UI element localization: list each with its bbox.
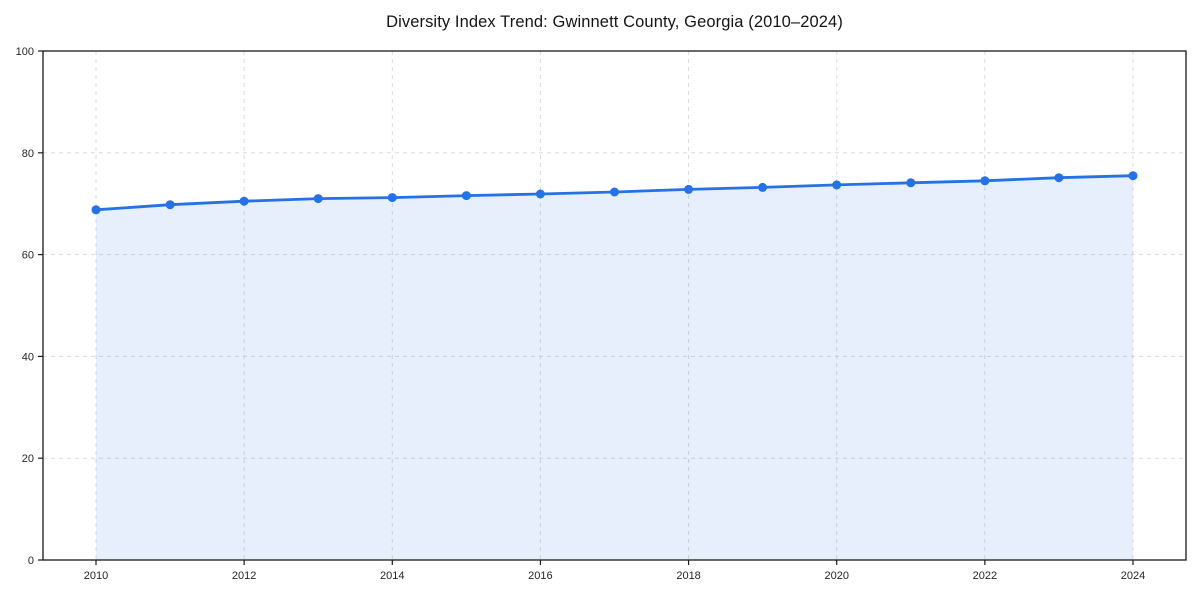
y-tick-label: 20 [22, 453, 34, 465]
data-point-2013 [313, 194, 323, 204]
x-tick-label: 2024 [1121, 570, 1145, 582]
x-tick-label: 2020 [824, 570, 848, 582]
x-tick-label: 2018 [676, 570, 700, 582]
data-point-2011 [165, 200, 175, 210]
chart-title: Diversity Index Trend: Gwinnett County, … [386, 13, 843, 31]
data-point-2015 [461, 191, 471, 201]
x-tick-label: 2014 [380, 570, 404, 582]
data-point-2022 [980, 176, 990, 186]
plot-frame [42, 50, 1187, 561]
data-point-2018 [684, 184, 694, 194]
y-tick-label: 40 [22, 351, 34, 363]
data-point-2020 [832, 180, 842, 190]
data-point-2019 [758, 182, 768, 192]
x-tick-label: 2012 [232, 570, 256, 582]
data-point-2024 [1128, 171, 1138, 181]
x-tick-label: 2010 [84, 570, 108, 582]
data-point-2023 [1054, 173, 1064, 183]
x-tick-label: 2016 [528, 570, 552, 582]
data-point-2010 [91, 205, 101, 215]
data-point-2021 [906, 178, 916, 188]
data-point-2017 [610, 187, 619, 197]
x-tick-label: 2022 [973, 570, 997, 582]
y-tick-label: 0 [28, 555, 34, 567]
data-point-2012 [239, 196, 249, 206]
y-tick-label: 100 [16, 46, 34, 58]
y-tick-label: 60 [22, 250, 34, 262]
data-point-2016 [535, 189, 545, 199]
y-tick-label: 80 [22, 148, 34, 160]
data-point-2014 [387, 193, 397, 203]
area-fill [96, 175, 1133, 560]
